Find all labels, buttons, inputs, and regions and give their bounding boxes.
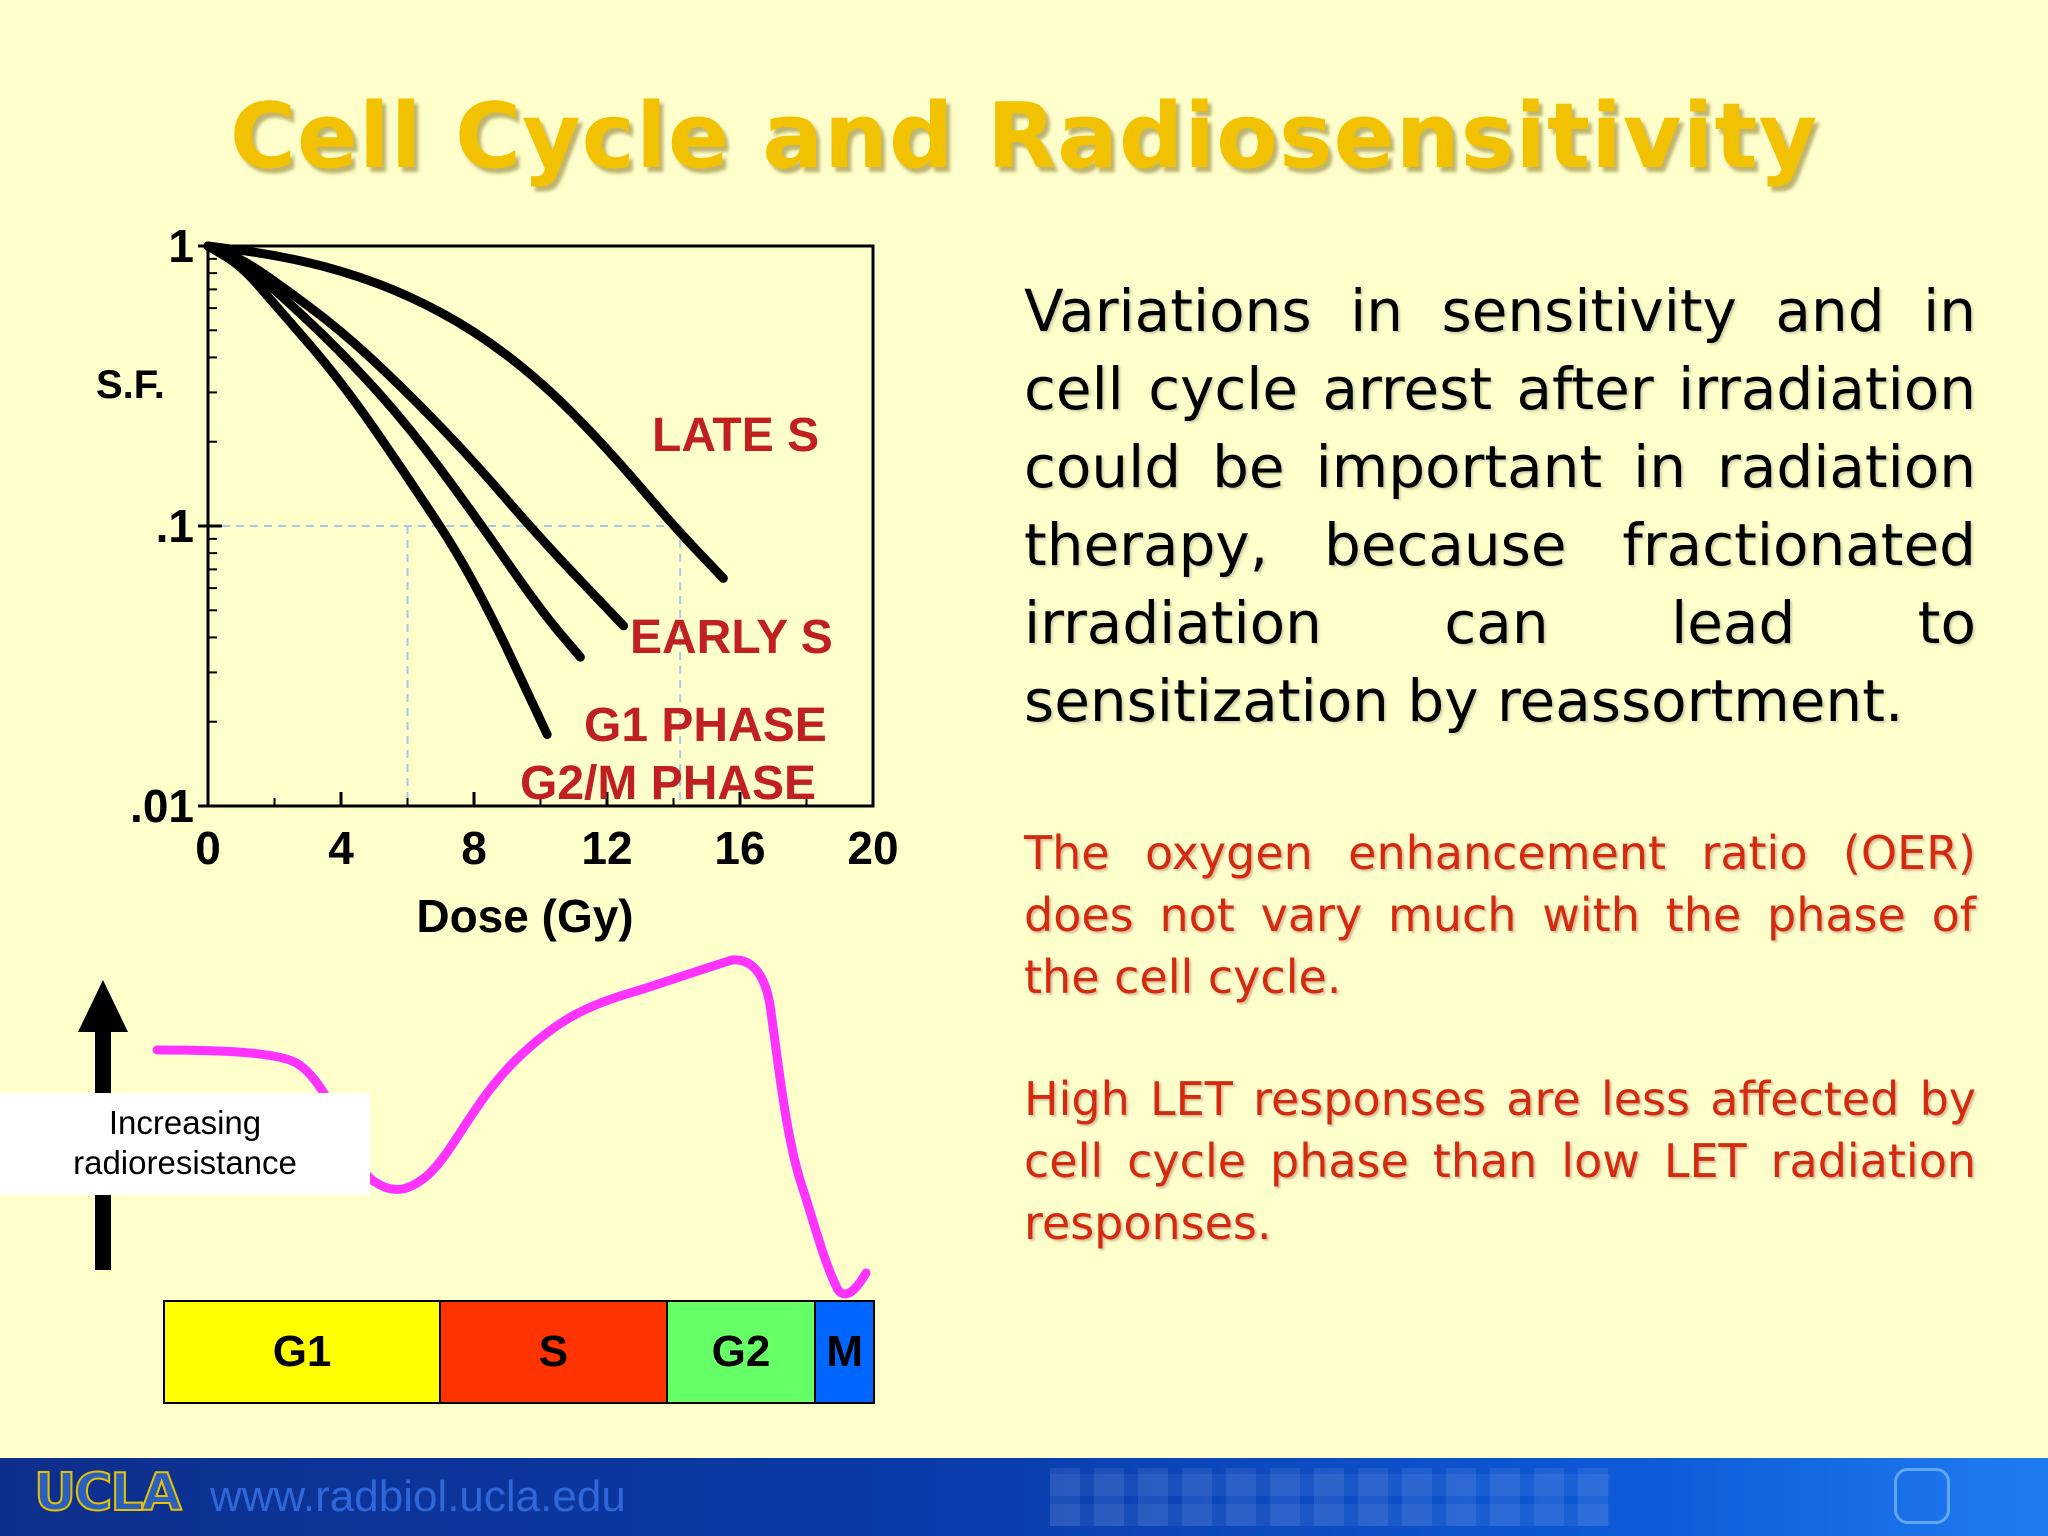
y-axis-label: S.F. bbox=[96, 363, 165, 407]
x-axis-label: Dose (Gy) bbox=[416, 890, 633, 942]
y-tick-label: .01 bbox=[130, 780, 194, 832]
series-label-early-s: EARLY S bbox=[630, 611, 833, 664]
survival-curve-late-s bbox=[203, 241, 728, 583]
x-tick-label: 16 bbox=[714, 822, 765, 874]
y-minor-ticks bbox=[208, 257, 217, 723]
slide-title: Cell Cycle and Radiosensitivity bbox=[229, 84, 1819, 189]
series-label-g2m-phase: G2/M PHASE bbox=[520, 757, 816, 810]
survival-curve-g2-m-phase bbox=[203, 241, 552, 740]
footer-decoration bbox=[1050, 1468, 1610, 1526]
cell-cycle-phase-bar: G1 S G2 M bbox=[163, 1300, 875, 1404]
x-axis-ticks: 0 4 8 12 16 20 bbox=[195, 792, 899, 874]
main-paragraph: Variations in sensitivity and in cell cy… bbox=[1024, 277, 1976, 735]
y-tick-label: 1 bbox=[168, 220, 194, 272]
survival-chart: 0 4 8 12 16 20 1 .1 .01 S.F. Dose (Gy) LATE S E… bbox=[96, 220, 899, 942]
footer-url-link[interactable]: www.radbiol.ucla.edu bbox=[210, 1472, 626, 1521]
phase-g2: G2 bbox=[667, 1302, 817, 1402]
survival-curves bbox=[203, 241, 728, 740]
phase-g1: G1 bbox=[165, 1302, 442, 1402]
footer-bar: UCLA www.radbiol.ucla.edu bbox=[0, 1458, 2048, 1536]
x-tick-label: 12 bbox=[581, 822, 632, 874]
nav-icon[interactable] bbox=[1894, 1468, 1950, 1524]
series-label-g1-phase: G1 PHASE bbox=[584, 699, 827, 752]
let-paragraph: High LET responses are less affected by … bbox=[1024, 1072, 1976, 1250]
phase-m: M bbox=[816, 1302, 873, 1402]
x-tick-label: 8 bbox=[461, 822, 487, 874]
figure-svg: 0 4 8 12 16 20 1 .1 .01 S.F. Dose (Gy) LATE S E… bbox=[78, 220, 899, 1299]
x-tick-label: 20 bbox=[847, 822, 898, 874]
x-tick-label: 0 bbox=[195, 822, 221, 874]
series-label-late-s: LATE S bbox=[652, 409, 819, 462]
ucla-logo: UCLA bbox=[33, 1463, 183, 1523]
y-tick-label: .1 bbox=[156, 500, 194, 552]
x-tick-label: 4 bbox=[328, 822, 354, 874]
reference-lines bbox=[208, 525, 682, 806]
y-axis-ticks: 1 .1 .01 bbox=[130, 220, 222, 832]
phase-s: S bbox=[441, 1302, 668, 1402]
oer-paragraph: The oxygen enhancement ratio (OER) does … bbox=[1024, 826, 1976, 1004]
radioresistance-label: Increasing radioresistance bbox=[0, 1093, 370, 1195]
